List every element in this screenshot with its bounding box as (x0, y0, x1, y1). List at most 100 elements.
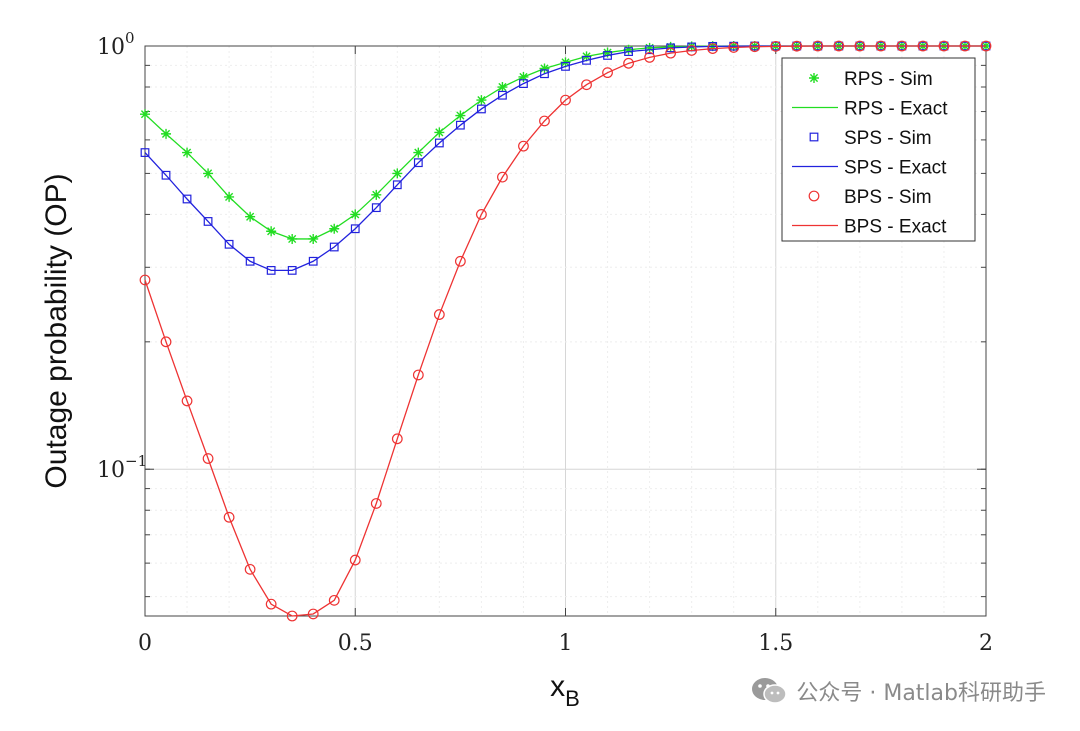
data-point-sps (371, 203, 381, 213)
data-point-sps (161, 170, 171, 180)
data-point-sps (140, 148, 150, 157)
data-point-bps (917, 40, 929, 52)
data-point-sps (392, 180, 402, 190)
data-point-sps (245, 256, 255, 266)
data-point-bps (539, 115, 550, 127)
data-point-sps (624, 47, 633, 56)
data-point-sps (498, 90, 507, 100)
data-point-sps (434, 138, 444, 148)
data-point-bps (328, 594, 340, 606)
data-point-rps (455, 110, 466, 121)
data-point-rps (350, 209, 361, 220)
data-point-bps (980, 40, 992, 52)
legend-label-sps-sim: SPS - Sim (844, 128, 932, 149)
data-point-bps (602, 67, 613, 79)
data-point-bps (139, 274, 151, 286)
data-point-rps (161, 128, 172, 139)
data-point-bps (581, 79, 592, 91)
data-point-bps (518, 140, 529, 152)
data-point-rps (497, 82, 508, 93)
data-point-bps (896, 40, 908, 52)
y-tick-base: 10 (97, 35, 125, 60)
data-point-bps (833, 40, 845, 52)
data-point-bps (412, 369, 424, 381)
legend-label-rps-exact: RPS - Exact (844, 99, 948, 120)
data-point-bps (938, 40, 950, 52)
data-point-sps (266, 265, 276, 275)
data-point-sps (666, 43, 676, 53)
y-tick-base: 10 (97, 458, 125, 483)
data-point-bps (623, 57, 634, 69)
data-point-rps (140, 109, 150, 120)
data-point-rps (287, 233, 298, 244)
data-point-sps (477, 104, 486, 114)
data-point-bps (686, 45, 698, 56)
data-point-rps (371, 189, 382, 200)
data-point-bps (349, 554, 361, 566)
legend-marker-bps (808, 190, 820, 202)
data-point-bps (497, 171, 508, 183)
data-point-sps (203, 217, 213, 226)
x-axis-label-sub: B (565, 686, 580, 711)
legend-label-rps-sim: RPS - Sim (844, 69, 933, 90)
data-point-rps (329, 223, 340, 234)
data-point-bps (875, 40, 887, 52)
data-point-sps (519, 79, 528, 89)
data-point-sps (182, 194, 192, 204)
x-tick-label: 1.5 (758, 631, 793, 656)
data-point-sps (329, 242, 339, 252)
data-point-bps (812, 40, 824, 52)
data-point-rps (245, 211, 256, 222)
data-point-sps (561, 61, 570, 71)
data-point-rps (434, 127, 445, 138)
data-point-bps (265, 598, 277, 610)
data-point-bps (749, 41, 761, 53)
data-point-bps (791, 40, 803, 52)
data-point-bps (307, 608, 319, 620)
data-point-rps (623, 44, 634, 55)
data-point-sps (540, 69, 549, 79)
data-point-bps (560, 94, 571, 106)
data-point-rps (476, 95, 487, 106)
legend-marker-rps (809, 73, 819, 83)
data-point-bps (433, 309, 445, 320)
data-point-sps (582, 55, 591, 65)
data-point-sps (308, 256, 318, 266)
data-point-bps (370, 498, 382, 509)
data-point-sps (287, 265, 297, 275)
data-point-bps (454, 255, 466, 267)
data-point-bps (244, 563, 256, 575)
data-point-rps (665, 41, 676, 52)
legend-box (781, 57, 976, 242)
data-point-sps (350, 224, 360, 234)
data-point-rps (539, 63, 550, 74)
x-tick-label: 1 (559, 631, 573, 656)
y-tick-exp: −1 (125, 452, 147, 470)
data-point-bps (476, 209, 487, 220)
data-point-bps (959, 40, 971, 52)
wechat-icon (752, 678, 788, 704)
data-point-bps (286, 610, 298, 622)
data-point-rps (182, 147, 193, 158)
data-point-rps (224, 191, 235, 202)
x-axis-label-main: x (550, 670, 565, 703)
data-point-sps (413, 158, 423, 168)
legend-label-bps-sim: BPS - Sim (844, 187, 932, 208)
data-point-bps (665, 47, 677, 59)
data-point-bps (644, 51, 655, 63)
data-point-sps (224, 239, 234, 249)
data-point-bps (728, 42, 740, 53)
watermark: 公众号 · Matlab科研助手 (750, 675, 1046, 707)
legend-label-sps-exact: SPS - Exact (844, 158, 947, 179)
data-point-rps (203, 168, 214, 179)
data-point-bps (160, 336, 172, 348)
data-point-bps (770, 40, 782, 52)
y-tick-exp: 0 (125, 29, 135, 47)
series-layer (139, 40, 992, 622)
series-line-bps (144, 45, 986, 617)
x-tick-label: 0 (138, 631, 152, 656)
data-point-rps (392, 168, 403, 179)
data-point-rps (266, 226, 277, 237)
